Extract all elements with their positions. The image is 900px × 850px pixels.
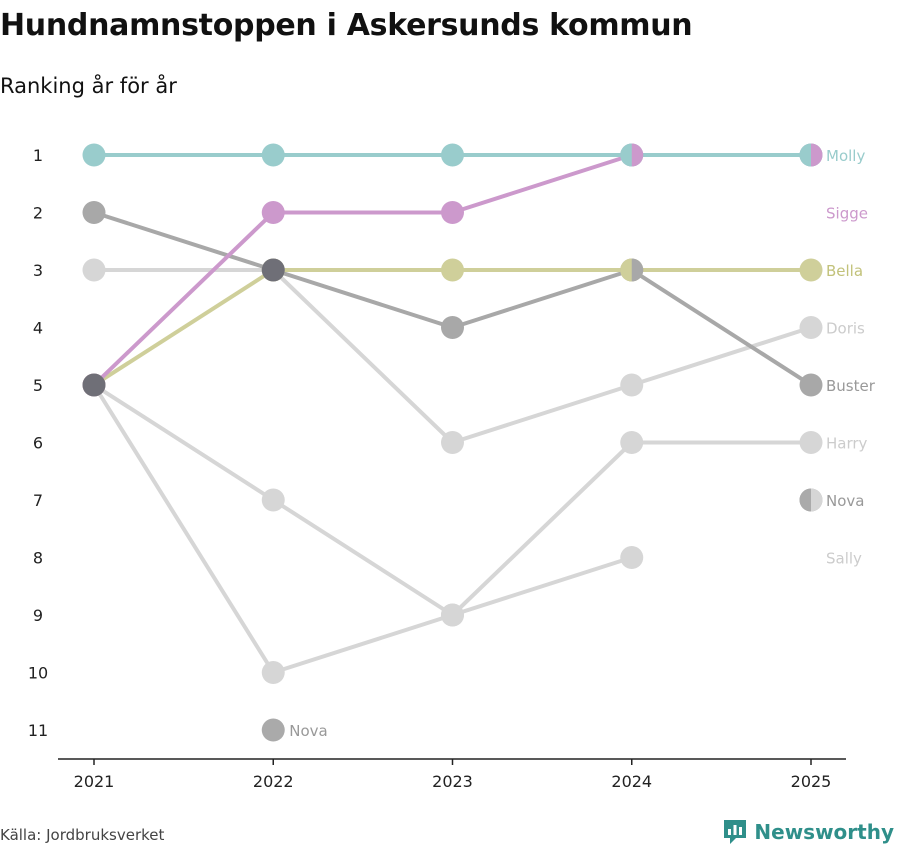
- points-layer: [82, 143, 823, 742]
- series-label-bella: Bella: [826, 262, 863, 280]
- y-tick-label: 6: [33, 434, 43, 453]
- source-note: Källa: Jordbruksverket: [0, 826, 165, 844]
- data-point-bella: [799, 258, 823, 282]
- series-line-buster: [450, 268, 634, 330]
- data-point-buster: [799, 373, 823, 397]
- shared-data-point: [261, 258, 285, 282]
- series-label-harry: Harry: [826, 435, 868, 453]
- data-point-sigge: [261, 201, 285, 224]
- lines-layer: [92, 153, 813, 675]
- data-point-buster: [441, 316, 464, 339]
- y-tick-label: 5: [33, 376, 43, 395]
- series-line-buster: [629, 268, 813, 387]
- series-line-buster: [92, 210, 276, 272]
- series-label-sally: Sally: [826, 550, 862, 568]
- series-line-sigge: [450, 153, 634, 215]
- series-label-sigge: Sigge: [826, 205, 868, 223]
- x-tick-label: 2022: [253, 772, 294, 791]
- data-point-doris: [441, 431, 464, 454]
- y-tick-label: 10: [28, 664, 48, 683]
- split-point-left-half: [620, 258, 632, 282]
- y-tick-label: 8: [33, 549, 43, 568]
- split-point-left-half: [799, 488, 811, 512]
- data-point-buster: [82, 201, 106, 224]
- y-tick-label: 2: [33, 204, 43, 223]
- y-tick-label: 3: [33, 261, 43, 280]
- brand: Newsworthy: [722, 818, 894, 846]
- series-label-doris: Doris: [826, 320, 865, 338]
- data-point-sally: [620, 546, 644, 569]
- chart-subtitle: Ranking år för år: [0, 74, 177, 98]
- series-line-doris: [450, 383, 634, 445]
- data-point-harry: [799, 431, 823, 454]
- series-line-doris: [629, 325, 813, 387]
- newsworthy-logo-icon: [724, 820, 747, 844]
- data-point-sally: [441, 603, 464, 627]
- y-tick-label: 4: [33, 319, 43, 338]
- series-line-sally: [271, 613, 455, 675]
- x-tick-label: 2023: [432, 772, 473, 791]
- series-line-doris: [271, 268, 455, 445]
- data-point-harry: [261, 488, 285, 512]
- chart-title: Hundnamnstoppen i Askersunds kommun: [0, 8, 693, 43]
- split-point-right-half: [811, 143, 823, 167]
- data-point-doris: [82, 258, 106, 282]
- data-point-sally: [261, 661, 285, 684]
- series-label-buster: Buster: [826, 377, 876, 395]
- y-tick-label: 1: [33, 146, 43, 165]
- x-tick-label: 2025: [791, 772, 832, 791]
- series-line-buster: [271, 268, 455, 330]
- x-tick-label: 2021: [74, 772, 115, 791]
- y-tick-label: 11: [28, 721, 48, 740]
- split-point-right-half: [631, 258, 644, 282]
- data-point-bella: [441, 258, 464, 282]
- y-tick-label: 7: [33, 491, 43, 510]
- data-point-molly: [441, 143, 464, 167]
- series-line-sigge: [92, 210, 276, 387]
- data-point-sigge: [441, 201, 464, 224]
- data-point-molly: [261, 143, 285, 167]
- shared-data-point: [82, 373, 106, 397]
- data-point-molly: [82, 143, 106, 167]
- series-line-harry: [271, 498, 455, 617]
- series-line-harry: [92, 383, 276, 502]
- series-line-bella: [92, 268, 276, 387]
- series-line-sally: [450, 555, 634, 617]
- series-line-harry: [450, 440, 634, 617]
- x-tick-label: 2024: [611, 772, 652, 791]
- data-point-doris: [799, 316, 823, 339]
- split-point-left-half: [620, 143, 632, 167]
- series-label-nova-inline: Nova: [289, 722, 327, 740]
- data-point-nova: [261, 718, 285, 742]
- series-line-sally: [92, 383, 276, 675]
- axis-layer: 2021 2022 2023 2024 2025 1 2 3 4 5 6 7 8 9 10 11: [28, 146, 846, 791]
- series-label-nova: Nova: [826, 492, 864, 510]
- brand-name: Newsworthy: [754, 820, 894, 844]
- labels-layer: Doris Harry Sally Nova Nova Buster Bella Sigge M…: [289, 147, 875, 740]
- data-point-doris: [620, 373, 644, 397]
- data-point-harry: [620, 431, 644, 454]
- series-label-molly: Molly: [826, 147, 865, 165]
- split-point-right-half: [631, 143, 644, 167]
- split-point-right-half: [811, 488, 823, 512]
- y-tick-label: 9: [33, 606, 43, 625]
- split-point-left-half: [799, 143, 811, 167]
